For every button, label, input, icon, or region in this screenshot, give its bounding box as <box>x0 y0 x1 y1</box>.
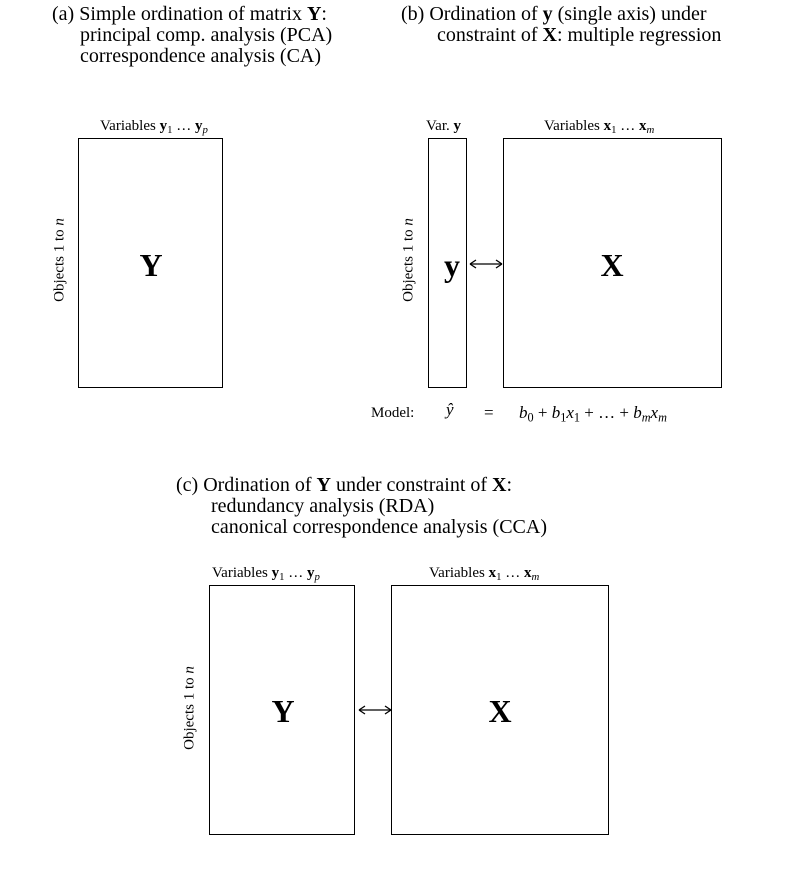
var-x-text: Variables <box>544 118 604 134</box>
bm-sub: m <box>641 410 651 425</box>
x1-sub: 1 <box>573 410 581 425</box>
y-hat: ŷ <box>446 400 454 419</box>
panel-a-method-ca: correspondence analysis (CA) <box>80 45 322 67</box>
panel-c-matrix-y-label: Y <box>271 693 295 729</box>
panel-c-double-arrow-icon <box>358 705 392 715</box>
panel-b-title-bold: y <box>542 3 553 25</box>
panel-c-title-bold1: Y <box>316 474 331 496</box>
xm-sub: m <box>658 410 667 425</box>
panel-c-title-suffix: : <box>506 474 513 496</box>
var-y1: y <box>271 565 280 581</box>
panel-b-var-x-header: Variables x1 … xm <box>544 117 655 137</box>
objects-n: n <box>51 218 68 226</box>
var-header-text: Variables <box>100 118 160 134</box>
var-x1-sub: 1 <box>611 124 617 137</box>
plus: + <box>533 403 552 422</box>
b1: b <box>551 403 561 422</box>
var-y1-sub: 1 <box>167 124 173 137</box>
var-xm: x <box>523 565 532 581</box>
panel-c-title-mid: under constraint of <box>330 474 493 496</box>
panel-b-model-lhs: ŷ <box>446 400 454 420</box>
panel-b-model-eq: = <box>484 403 494 422</box>
var-x1: x <box>603 118 612 134</box>
panel-c-objects-label: Objects 1 to n <box>182 666 199 750</box>
panel-c-var-y-header: Variables y1 … yp <box>212 564 320 584</box>
objects-text: Objects 1 to <box>400 225 417 302</box>
panel-c-matrix-y <box>209 585 355 835</box>
var-y-text: Variables <box>212 565 272 581</box>
var-y-bold: y <box>453 118 462 134</box>
panel-b-title-prefix: (b) Ordination of <box>401 3 543 25</box>
panel-a-title-suffix: : <box>321 3 327 25</box>
var-xm-sub: m <box>646 124 655 137</box>
panel-b-line2-prefix: constraint of <box>437 24 543 46</box>
var-yp: y <box>194 118 203 134</box>
var-x1-sub: 1 <box>496 571 502 584</box>
objects-text: Objects 1 to <box>51 225 68 302</box>
panel-a-title-prefix: (a) Simple ordination of matrix <box>52 3 307 25</box>
var-xm-sub: m <box>531 571 540 584</box>
panel-c-method-rda: redundancy analysis (RDA) <box>211 495 435 517</box>
var-dots: … <box>501 565 524 581</box>
var-y1: y <box>159 118 168 134</box>
var-y-text: Var. <box>426 118 454 134</box>
panel-b-matrix-x <box>503 138 722 388</box>
panel-a-matrix-y <box>78 138 223 388</box>
var-dots: … <box>616 118 639 134</box>
var-dots: … <box>172 118 195 134</box>
var-yp: y <box>306 565 315 581</box>
panel-c-title-prefix: (c) Ordination of <box>176 474 317 496</box>
var-x-text: Variables <box>429 565 489 581</box>
panel-c-matrix-x <box>391 585 609 835</box>
panel-a-title-bold: Y <box>306 3 322 25</box>
panel-a-matrix-y-label: Y <box>139 247 163 283</box>
var-x1: x <box>488 565 497 581</box>
panel-b-matrix-x-label: X <box>600 247 624 283</box>
panel-b-double-arrow-icon <box>469 259 503 269</box>
b1-sub: 1 <box>560 410 567 425</box>
var-yp-sub: p <box>314 571 320 584</box>
x1: x <box>566 403 574 422</box>
xm: x <box>650 403 659 422</box>
panel-b-var-y-header: Var. y <box>426 117 461 135</box>
bm: b <box>633 403 642 422</box>
var-dots: … <box>284 565 307 581</box>
b0-sub: 0 <box>527 410 534 425</box>
panel-b-title-line2: constraint of X: multiple regression <box>437 25 721 46</box>
panel-b-matrix-y-label: y <box>444 247 460 283</box>
panel-c-method-cca: canonical correspondence analysis (CCA) <box>211 516 547 538</box>
panel-a-method-pca: principal comp. analysis (PCA) <box>80 24 333 46</box>
panel-a-variables-header: Variables y1 … yp <box>100 117 208 137</box>
panel-b-matrix-y <box>428 138 467 388</box>
panel-a-title: (a) Simple ordination of matrix Y: <box>52 4 327 25</box>
objects-text: Objects 1 to <box>181 673 198 750</box>
panel-c-var-x-header: Variables x1 … xm <box>429 564 540 584</box>
panel-a-objects-label: Objects 1 to n <box>52 218 69 302</box>
panel-b-title-suffix: (single axis) under <box>552 3 707 25</box>
mid-dots: + … + <box>580 403 634 422</box>
panel-c-matrix-x-label: X <box>488 693 512 729</box>
objects-n: n <box>400 218 417 226</box>
panel-b-title: (b) Ordination of y (single axis) under <box>401 4 707 25</box>
panel-b-objects-label: Objects 1 to n <box>401 218 418 302</box>
panel-b-line2-bold: X <box>542 24 557 46</box>
var-xm: x <box>638 118 647 134</box>
panel-c-title-bold2: X <box>492 474 507 496</box>
b0: b <box>519 403 528 422</box>
panel-c-title: (c) Ordination of Y under constraint of … <box>176 475 512 496</box>
var-yp-sub: p <box>202 124 208 137</box>
panel-b-line2-suffix: : multiple regression <box>556 24 722 46</box>
objects-n: n <box>181 666 198 674</box>
var-y1-sub: 1 <box>279 571 285 584</box>
panel-b-model-label: Model: <box>371 405 415 421</box>
panel-b-model-rhs: b0 + b1x1 + … + bmxm <box>519 403 667 425</box>
